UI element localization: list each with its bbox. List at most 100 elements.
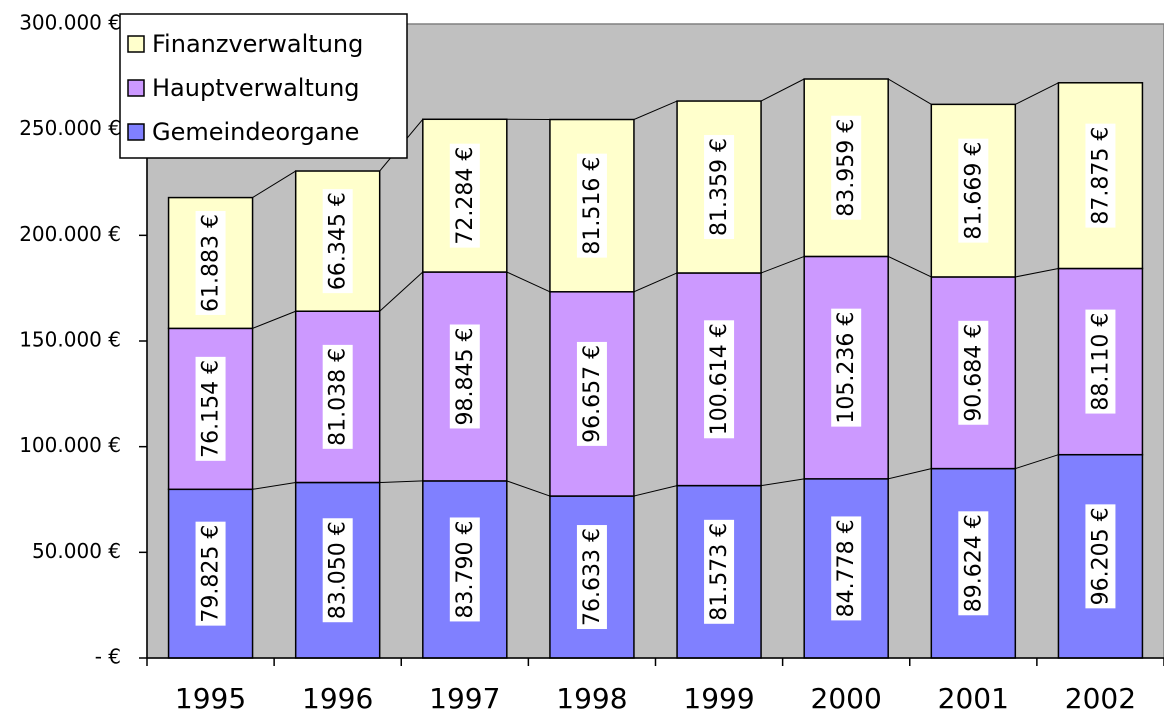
data-label: 98.845 € [453, 327, 478, 425]
data-label-group: 90.684 € [958, 320, 989, 425]
data-label: 89.624 € [961, 514, 986, 612]
legend-box [119, 13, 408, 159]
data-label-bg [576, 341, 607, 446]
data-label-group: 100.614 € [704, 320, 735, 439]
legend-swatch [127, 123, 145, 141]
data-label: 72.284 € [453, 147, 478, 245]
data-label: 76.154 € [199, 360, 224, 458]
data-label: 81.573 € [707, 523, 732, 621]
data-label-bg [1085, 504, 1116, 609]
data-label-group: 81.573 € [704, 519, 735, 624]
data-label: 81.038 € [326, 348, 351, 446]
data-label-group: 96.205 € [1085, 504, 1116, 609]
x-tick-label: 2000 [811, 682, 882, 715]
data-label-group: 89.624 € [958, 511, 989, 616]
y-tick-label: 250.000 € [19, 116, 121, 140]
data-label-bg [831, 308, 862, 427]
y-tick-label: 100.000 € [19, 433, 121, 457]
data-label: 81.516 € [580, 157, 605, 255]
data-label-bg [831, 516, 862, 621]
series-line [887, 78, 932, 105]
y-tick-label: - € [95, 645, 121, 669]
data-label-group: 88.110 € [1085, 309, 1116, 414]
series-line [760, 478, 805, 487]
data-label-bg [449, 517, 480, 622]
series-line [379, 271, 424, 312]
y-tick-label: 50.000 € [32, 539, 121, 563]
legend-label: Hauptverwaltung [152, 74, 360, 102]
series-line [760, 78, 805, 102]
data-label-bg [449, 143, 480, 248]
legend-swatch [127, 79, 145, 97]
series-line [1015, 454, 1059, 470]
data-label-bg [958, 138, 989, 243]
data-label-bg [1085, 309, 1116, 414]
data-label-bg [449, 324, 480, 429]
data-label-bg [195, 210, 226, 315]
data-label-group: 81.038 € [322, 344, 353, 449]
x-tick-label: 1997 [429, 682, 500, 715]
data-label: 96.205 € [1088, 507, 1113, 605]
data-label-bg [322, 189, 353, 294]
legend-swatch [127, 35, 145, 53]
data-label: 61.883 € [199, 214, 224, 312]
series-line [1015, 267, 1059, 278]
data-label: 83.959 € [834, 119, 859, 217]
series-line [1015, 82, 1059, 105]
data-label-group: 61.883 € [195, 210, 226, 315]
data-label: 66.345 € [326, 192, 351, 290]
data-label: 83.050 € [326, 521, 351, 619]
data-label-bg [704, 519, 735, 624]
data-label: 90.684 € [961, 324, 986, 422]
series-line [633, 272, 678, 293]
data-label-group: 66.345 € [322, 189, 353, 294]
data-label-bg [195, 521, 226, 626]
data-label: 88.110 € [1088, 313, 1113, 411]
x-tick-label: 1996 [302, 682, 373, 715]
data-label-group: 83.959 € [831, 115, 862, 220]
data-label-bg [195, 356, 226, 461]
data-label-group: 105.236 € [831, 308, 862, 427]
data-label-group: 81.669 € [958, 138, 989, 243]
data-label: 100.614 € [707, 323, 732, 435]
x-tick-label: 1995 [175, 682, 246, 715]
data-label: 84.778 € [834, 519, 859, 617]
x-tick-label: 1999 [683, 682, 754, 715]
series-line [379, 480, 423, 483]
data-label: 81.359 € [707, 138, 732, 236]
series-line [506, 480, 551, 497]
x-tick-label: 2002 [1065, 682, 1136, 715]
data-label-group: 76.154 € [195, 356, 226, 461]
data-label-bg [1085, 123, 1116, 228]
data-label-bg [322, 344, 353, 449]
data-label: 105.236 € [834, 312, 859, 424]
data-label-bg [704, 135, 735, 239]
bar-segment [676, 100, 762, 274]
data-label: 87.875 € [1088, 127, 1113, 225]
y-tick-label: 200.000 € [19, 222, 121, 246]
data-label-group: 96.657 € [576, 341, 607, 446]
data-label-bg [322, 518, 353, 623]
data-label-group: 84.778 € [831, 516, 862, 621]
series-line [888, 468, 932, 480]
data-label-group: 83.790 € [449, 517, 480, 622]
data-label-bg [704, 320, 735, 439]
series-line [760, 255, 805, 274]
data-label: 76.633 € [580, 528, 605, 626]
data-label-group: 79.825 € [195, 521, 226, 626]
x-tick-label: 2001 [938, 682, 1009, 715]
data-label-group: 87.875 € [1085, 123, 1116, 228]
data-label: 79.825 € [199, 525, 224, 623]
data-label-group: 76.633 € [576, 525, 607, 630]
data-label-bg [576, 153, 607, 258]
data-label-group: 81.516 € [576, 153, 607, 258]
series-line [887, 255, 932, 278]
y-tick-label: 300.000 € [19, 11, 121, 35]
data-label-group: 72.284 € [449, 143, 480, 248]
data-label-bg [958, 511, 989, 616]
series-line [633, 485, 678, 497]
data-label-bg [958, 320, 989, 425]
data-label: 83.790 € [453, 520, 478, 618]
legend-label: Finanzverwaltung [152, 30, 363, 58]
